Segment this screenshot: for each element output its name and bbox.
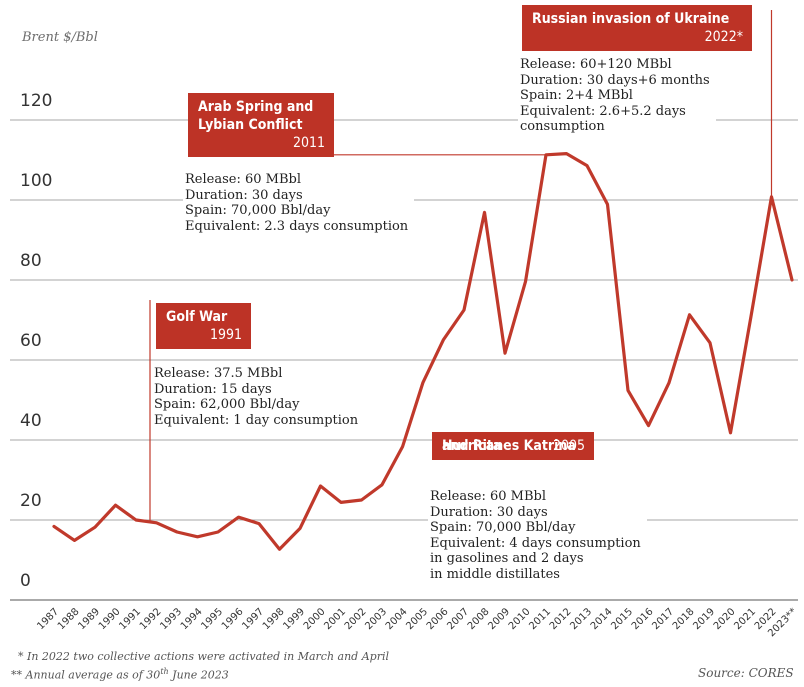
detail-line: Equivalent: 1 day consumption (154, 412, 359, 428)
x-tick-1993: 1993 (158, 606, 184, 632)
event-title: Russian invasion of Ukraine (532, 11, 730, 27)
x-tick-2019: 2019 (691, 606, 717, 632)
event-title-line: and Rita (442, 438, 502, 454)
detail-line: Release: 60 MBbl (430, 489, 546, 504)
detail-line: in middle distillates (430, 566, 560, 582)
x-tick-2015: 2015 (609, 606, 635, 632)
x-tick-2001: 2001 (322, 606, 348, 632)
detail-line: Spain: 70,000 Bbl/day (185, 203, 331, 218)
event-year: 2011 (292, 135, 325, 151)
x-tick-1991: 1991 (117, 606, 143, 632)
ukraine-details: Release: 60+120 MBbl Duration: 30 days+6… (518, 57, 716, 135)
y-tick-20: 20 (20, 491, 42, 511)
gulf-war-details: Release: 37.5 MBbl Duration: 15 days Spa… (152, 366, 365, 428)
footnote-2023-sup: th (160, 667, 169, 676)
x-tick-1996: 1996 (220, 606, 246, 632)
x-tick-1989: 1989 (76, 606, 102, 632)
event-year: 2005 (552, 438, 585, 454)
detail-line: Spain: 70,000 Bbl/day (430, 520, 576, 535)
brent-price-line (52, 152, 794, 551)
x-tick-2016: 2016 (630, 606, 656, 632)
detail-line: Duration: 30 days (185, 187, 303, 203)
x-tick-2000: 2000 (302, 606, 328, 632)
x-tick-2002: 2002 (343, 606, 369, 632)
event-year: 1991 (209, 327, 242, 343)
x-tick-2011: 2011 (527, 606, 553, 632)
x-tick-1994: 1994 (179, 606, 205, 632)
x-tick-1998: 1998 (261, 606, 287, 632)
y-tick-120: 120 (20, 91, 52, 111)
x-tick-2018: 2018 (671, 606, 697, 632)
detail-line: Release: 37.5 MBbl (154, 366, 283, 381)
detail-line: Duration: 30 days (430, 504, 548, 520)
y-tick-100: 100 (20, 171, 52, 191)
katrina-rita-details: Release: 60 MBbl Duration: 30 days Spain… (428, 489, 647, 582)
x-tick-2004: 2004 (384, 606, 410, 632)
y-tick-80: 80 (20, 251, 42, 271)
y-axis-label: Brent $/Bbl (21, 30, 98, 45)
x-tick-2009: 2009 (486, 606, 512, 632)
x-tick-1995: 1995 (199, 606, 225, 632)
x-tick-1987: 1987 (35, 606, 61, 632)
detail-line: Spain: 2+4 MBbl (520, 88, 633, 103)
x-tick-1997: 1997 (240, 606, 266, 632)
detail-line: Duration: 30 days+6 months (520, 72, 710, 88)
x-tick-2005: 2005 (404, 606, 430, 632)
detail-line: consumption (520, 119, 605, 134)
footnote-2023: ** Annual average as of 30th June 2023 (11, 667, 229, 682)
y-tick-labels: 0 20 40 60 80 100 120 (20, 91, 52, 591)
x-tick-labels: 1987198819891990199119921993199419951996… (35, 606, 799, 639)
x-tick-2006: 2006 (425, 606, 451, 632)
x-tick-2020: 2020 (712, 606, 738, 632)
footnote-2022: * In 2022 two collective actions were ac… (18, 650, 389, 663)
x-tick-1988: 1988 (56, 606, 82, 632)
event-title-line: Hurricanes Katrina (442, 438, 576, 454)
detail-line: in gasolines and 2 days (430, 551, 584, 566)
source-label: Source: CORES (698, 666, 794, 680)
event-title-line: Arab Spring and (198, 99, 314, 115)
ukraine-label: Russian invasion of Ukraine 2022* (522, 5, 752, 51)
event-year: 2022* (704, 29, 743, 45)
detail-line: Release: 60 MBbl (185, 172, 301, 187)
x-tick-2008: 2008 (466, 606, 492, 632)
x-tick-2007: 2007 (445, 606, 471, 632)
x-tick-2003: 2003 (363, 606, 389, 632)
x-tick-2012: 2012 (548, 606, 574, 632)
detail-line: Equivalent: 2.3 days consumption (185, 218, 409, 234)
arab-spring-details: Release: 60 MBbl Duration: 30 days Spain… (183, 172, 415, 234)
detail-line: Equivalent: 2.6+5.2 days (520, 103, 686, 119)
x-tick-2010: 2010 (507, 606, 533, 632)
detail-line: Equivalent: 4 days consumption (430, 535, 641, 551)
x-tick-2014: 2014 (589, 606, 615, 632)
footnote-2023-suffix: June 2023 (168, 668, 229, 682)
y-tick-40: 40 (20, 411, 42, 431)
arab-spring-label: Arab Spring and Lybian Conflict 2011 (188, 93, 334, 157)
event-title-line: Lybian Conflict (198, 117, 303, 133)
x-tick-2013: 2013 (568, 606, 594, 632)
detail-line: Spain: 62,000 Bbl/day (154, 397, 300, 412)
y-tick-60: 60 (20, 331, 42, 351)
footnote-2023-text: ** Annual average as of 30 (11, 668, 161, 682)
event-title: Golf War (166, 309, 228, 325)
x-tick-2021: 2021 (732, 606, 758, 632)
x-tick-1990: 1990 (97, 606, 123, 632)
gulf-war-label: Golf War 1991 (156, 303, 251, 349)
detail-line: Release: 60+120 MBbl (520, 57, 672, 72)
y-tick-0: 0 (20, 571, 31, 591)
detail-line: Duration: 15 days (154, 381, 272, 397)
x-tick-2017: 2017 (650, 606, 676, 632)
x-tick-1999: 1999 (281, 606, 307, 632)
annotation-leader-lines (149, 10, 773, 522)
x-tick-1992: 1992 (138, 606, 164, 632)
katrina-rita-label: Hurricanes Katrina and Rita 2005 (432, 432, 594, 460)
